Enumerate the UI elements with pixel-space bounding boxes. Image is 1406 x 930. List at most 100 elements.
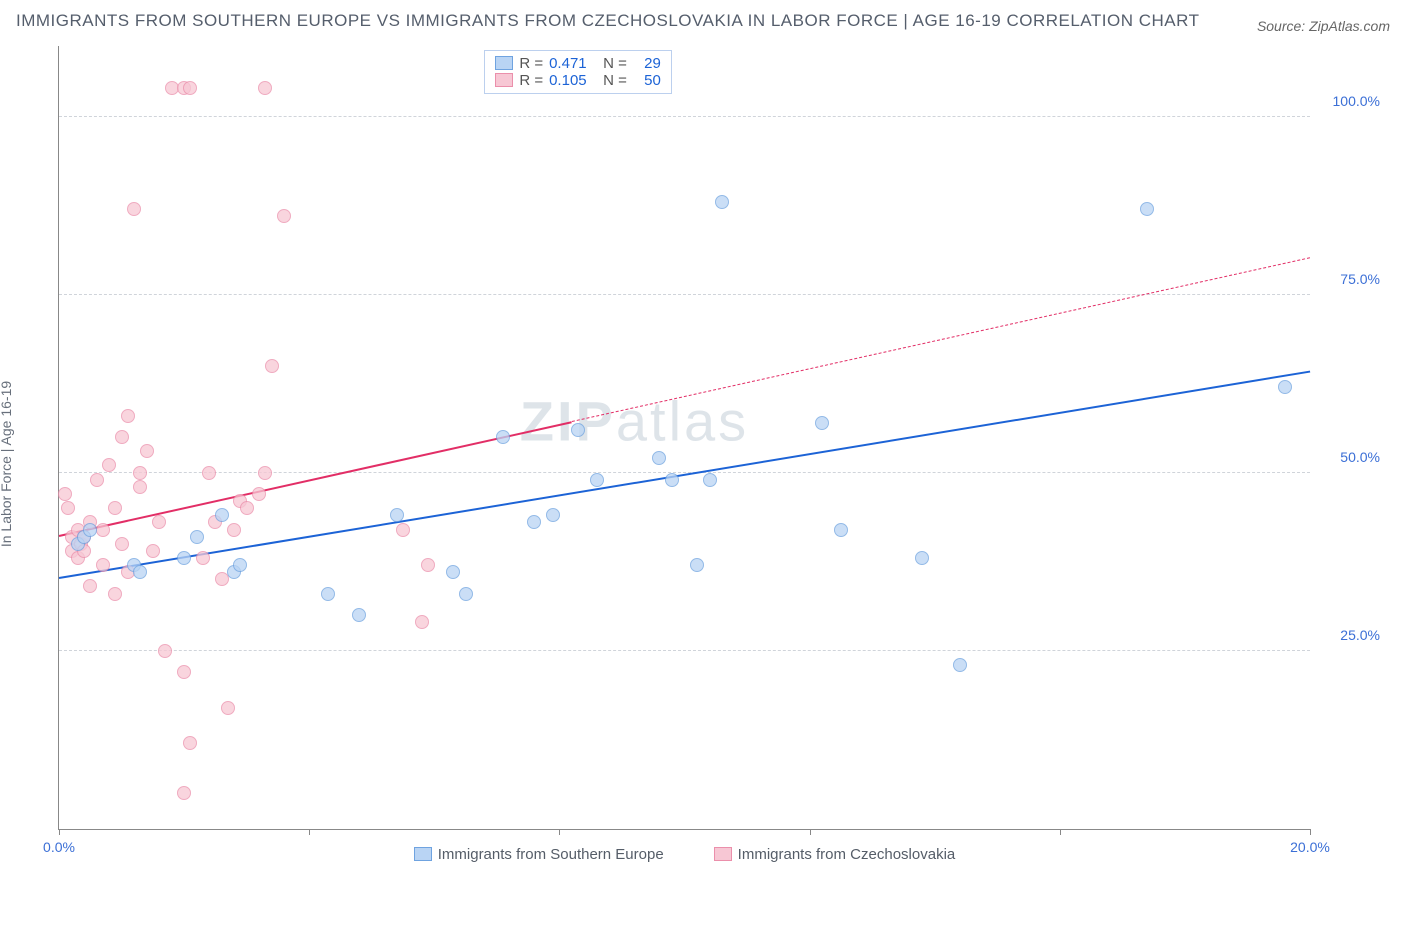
data-point-pink — [258, 466, 272, 480]
data-point-blue — [321, 587, 335, 601]
legend-n-value: 50 — [633, 72, 661, 89]
legend-label: Immigrants from Czechoslovakia — [738, 846, 956, 863]
legend-row: R = 0.105 N = 50 — [495, 72, 661, 89]
legend-n-label: N = — [603, 72, 627, 89]
x-tick-mark — [1060, 829, 1061, 835]
chart-title: IMMIGRANTS FROM SOUTHERN EUROPE VS IMMIG… — [16, 8, 1199, 34]
data-point-pink — [415, 615, 429, 629]
data-point-blue — [446, 565, 460, 579]
x-tick-label: 20.0% — [1290, 839, 1330, 855]
trendline — [572, 257, 1311, 423]
data-point-blue — [459, 587, 473, 601]
data-point-pink — [115, 537, 129, 551]
x-tick-mark — [1310, 829, 1311, 835]
data-point-pink — [221, 701, 235, 715]
data-point-pink — [227, 523, 241, 537]
data-point-pink — [133, 466, 147, 480]
data-point-blue — [233, 558, 247, 572]
legend-swatch — [714, 847, 732, 861]
data-point-pink — [108, 587, 122, 601]
data-point-pink — [102, 458, 116, 472]
watermark: ZIPatlas — [520, 389, 749, 454]
data-point-blue — [215, 508, 229, 522]
legend-swatch — [495, 56, 513, 70]
data-point-pink — [152, 515, 166, 529]
data-point-blue — [177, 551, 191, 565]
data-point-pink — [177, 786, 191, 800]
correlation-legend: R = 0.471 N = 29 R = 0.105 N = 50 — [484, 50, 672, 94]
data-point-blue — [546, 508, 560, 522]
data-point-pink — [133, 480, 147, 494]
data-point-blue — [1278, 380, 1292, 394]
legend-r-value: 0.471 — [549, 55, 597, 72]
data-point-blue — [352, 608, 366, 622]
legend-r-value: 0.105 — [549, 72, 597, 89]
data-point-pink — [121, 409, 135, 423]
x-tick-mark — [810, 829, 811, 835]
data-point-pink — [90, 473, 104, 487]
data-point-pink — [158, 644, 172, 658]
data-point-pink — [277, 209, 291, 223]
gridline — [59, 116, 1310, 117]
legend-r-label: R = — [519, 72, 543, 89]
series-legend: Immigrants from Southern Europe Immigrant… — [59, 846, 1310, 863]
data-point-pink — [265, 359, 279, 373]
data-point-blue — [915, 551, 929, 565]
x-tick-label: 0.0% — [43, 839, 75, 855]
data-point-pink — [146, 544, 160, 558]
legend-n-value: 29 — [633, 55, 661, 72]
watermark-light: atlas — [616, 390, 749, 453]
data-point-blue — [83, 523, 97, 537]
data-point-pink — [183, 736, 197, 750]
data-point-blue — [652, 451, 666, 465]
data-point-blue — [834, 523, 848, 537]
data-point-pink — [108, 501, 122, 515]
data-point-blue — [815, 416, 829, 430]
source-attribution: Source: ZipAtlas.com — [1257, 18, 1390, 34]
y-tick-label: 25.0% — [1320, 627, 1380, 643]
data-point-blue — [390, 508, 404, 522]
y-tick-label: 50.0% — [1320, 449, 1380, 465]
data-point-pink — [140, 444, 154, 458]
data-point-pink — [83, 579, 97, 593]
x-tick-mark — [559, 829, 560, 835]
legend-row: R = 0.471 N = 29 — [495, 55, 661, 72]
data-point-blue — [1140, 202, 1154, 216]
data-point-blue — [190, 530, 204, 544]
data-point-blue — [953, 658, 967, 672]
gridline — [59, 294, 1310, 295]
data-point-pink — [127, 202, 141, 216]
legend-item: Immigrants from Czechoslovakia — [714, 846, 956, 863]
data-point-blue — [590, 473, 604, 487]
data-point-blue — [665, 473, 679, 487]
data-point-pink — [96, 558, 110, 572]
data-point-blue — [527, 515, 541, 529]
trendline — [59, 371, 1310, 579]
data-point-pink — [396, 523, 410, 537]
legend-r-label: R = — [519, 55, 543, 72]
legend-label: Immigrants from Southern Europe — [438, 846, 664, 863]
data-point-blue — [703, 473, 717, 487]
data-point-pink — [96, 523, 110, 537]
gridline — [59, 650, 1310, 651]
data-point-pink — [258, 81, 272, 95]
gridline — [59, 472, 1310, 473]
legend-swatch — [414, 847, 432, 861]
data-point-pink — [115, 430, 129, 444]
data-point-pink — [202, 466, 216, 480]
data-point-pink — [252, 487, 266, 501]
data-point-pink — [421, 558, 435, 572]
data-point-blue — [715, 195, 729, 209]
x-tick-mark — [309, 829, 310, 835]
data-point-pink — [196, 551, 210, 565]
data-point-blue — [496, 430, 510, 444]
y-tick-label: 100.0% — [1320, 93, 1380, 109]
legend-n-label: N = — [603, 55, 627, 72]
data-point-blue — [133, 565, 147, 579]
y-axis-label: In Labor Force | Age 16-19 — [0, 380, 14, 546]
trendline — [59, 421, 572, 537]
data-point-pink — [177, 665, 191, 679]
y-tick-label: 75.0% — [1320, 271, 1380, 287]
data-point-blue — [571, 423, 585, 437]
plot-area: ZIPatlas R =0.471N =29R =0.105N =50 Immi… — [58, 46, 1310, 830]
